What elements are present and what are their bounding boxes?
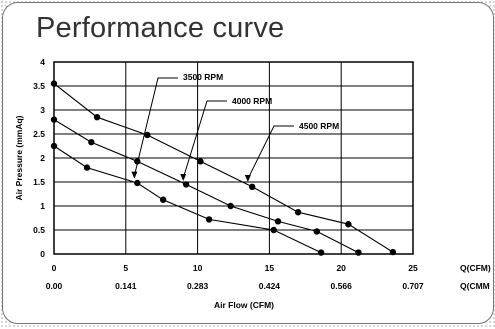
y-tick-label: 4 bbox=[40, 57, 45, 67]
x-tick-label: 0 bbox=[52, 263, 57, 273]
data-point bbox=[317, 249, 325, 256]
data-point bbox=[50, 116, 58, 123]
data-point bbox=[144, 131, 151, 139]
data-point bbox=[197, 158, 204, 165]
x-tick-label: 5 bbox=[123, 263, 128, 273]
annotation-label: 4000 RPM bbox=[232, 96, 272, 106]
annotation-label: 3500 RPM bbox=[183, 72, 223, 82]
data-point bbox=[345, 221, 352, 228]
y-tick-label: 2 bbox=[40, 153, 45, 163]
data-point bbox=[88, 138, 95, 146]
x2-tick-label: 0.566 bbox=[331, 281, 353, 291]
data-point bbox=[355, 249, 362, 256]
series-line-2 bbox=[53, 83, 394, 253]
x-tick-label: 10 bbox=[193, 263, 203, 273]
markers bbox=[50, 80, 397, 256]
x2-tick-label: 0.424 bbox=[259, 281, 281, 291]
data-point bbox=[50, 80, 58, 87]
annotation-arrowhead bbox=[180, 174, 187, 181]
x-axis-label: Air Flow (CFM) bbox=[214, 300, 274, 310]
x-unit-label: Q(CFM) bbox=[460, 263, 491, 273]
data-point bbox=[313, 228, 320, 235]
data-point bbox=[227, 202, 234, 210]
annotation-leader bbox=[247, 125, 294, 180]
page-title: Performance curve bbox=[36, 12, 285, 44]
data-point bbox=[248, 183, 256, 190]
y-tick-label: 0.5 bbox=[33, 225, 45, 235]
data-point bbox=[83, 164, 91, 171]
data-point bbox=[274, 218, 282, 225]
plot-frame bbox=[53, 61, 414, 255]
data-point bbox=[205, 216, 213, 223]
x-tick-label: 20 bbox=[336, 263, 346, 273]
data-point bbox=[294, 209, 302, 216]
y-tick-label: 0 bbox=[40, 249, 45, 259]
x2-tick-label: 0.707 bbox=[402, 281, 424, 291]
x2-unit-label: Q(CMM bbox=[460, 281, 490, 291]
slide-card bbox=[2, 2, 494, 324]
y-tick-label: 3 bbox=[40, 105, 45, 115]
data-point bbox=[389, 248, 397, 256]
x2-tick-label: 0.141 bbox=[115, 281, 137, 291]
data-point bbox=[50, 142, 58, 150]
annotation-leader bbox=[182, 100, 227, 179]
y-axis-label: Air Pressure (mmAq) bbox=[14, 115, 24, 200]
series-line-1 bbox=[53, 119, 359, 254]
tick-labels: 0 0.5 1 1.5 2 2.5 3 3.5 4 0 0.00 5 0.141 10 0.283 15 0.4… bbox=[33, 57, 424, 291]
axes bbox=[53, 61, 414, 255]
x2-tick-label: 0.00 bbox=[46, 281, 63, 291]
annotations: 3500 RPM 4000 RPM 4500 RPM bbox=[131, 72, 339, 182]
data-point bbox=[270, 226, 277, 234]
annotation-arrowhead bbox=[131, 171, 138, 179]
annotation-arrowhead bbox=[244, 174, 251, 182]
x2-tick-label: 0.283 bbox=[187, 281, 209, 291]
data-point bbox=[134, 179, 141, 187]
annotation-leader bbox=[133, 77, 178, 176]
data-point bbox=[159, 196, 167, 203]
y-tick-label: 3.5 bbox=[33, 81, 45, 91]
series-line-0 bbox=[53, 145, 322, 254]
y-tick-label: 1 bbox=[40, 201, 45, 211]
data-point bbox=[93, 114, 101, 121]
curves bbox=[53, 83, 394, 254]
annotation-label: 4500 RPM bbox=[299, 121, 339, 131]
grid bbox=[54, 62, 413, 254]
data-point bbox=[182, 181, 190, 188]
y-tick-label: 1.5 bbox=[33, 177, 45, 187]
x-tick-label: 25 bbox=[408, 263, 418, 273]
x-tick-label: 15 bbox=[265, 263, 275, 273]
y-tick-label: 2.5 bbox=[33, 129, 45, 139]
data-point bbox=[134, 158, 141, 165]
